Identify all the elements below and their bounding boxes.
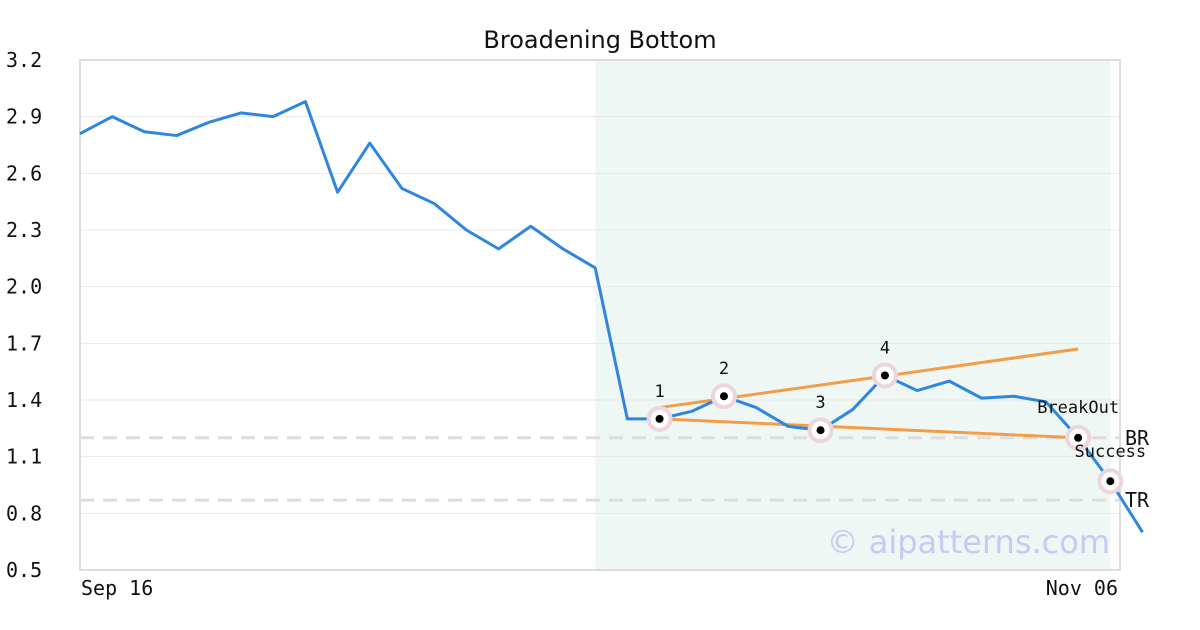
y-tick-label: 2.3: [6, 218, 42, 242]
watermark: © aipatterns.com: [827, 523, 1110, 561]
reference-lines: BR TR: [80, 426, 1150, 512]
pattern-point-label: Success: [1075, 442, 1147, 462]
pattern-point-3: 3: [807, 393, 834, 444]
y-tick-label: 2.0: [6, 275, 42, 299]
pattern-point-4: 4: [871, 338, 898, 389]
pattern-point-dot: [880, 371, 889, 380]
x-tick-label: Nov 06: [1046, 576, 1118, 600]
pattern-point-breakout: BreakOut: [1037, 398, 1119, 451]
x-tick-label: Sep 16: [81, 576, 153, 600]
pattern-point-label: 3: [815, 393, 825, 413]
chart-title: Broadening Bottom: [483, 26, 716, 54]
plot-frame: [79, 59, 1121, 571]
pattern-point-label: 4: [880, 338, 890, 358]
chart-highlight-zone: [595, 60, 1111, 570]
pattern-point-dot: [1074, 433, 1083, 442]
trendline-lower: [659, 417, 1079, 440]
pattern-point-success: Success: [1075, 442, 1147, 495]
pattern-point-label: 2: [719, 359, 729, 379]
pattern-point-label: BreakOut: [1037, 398, 1119, 418]
x-axis-ticks: Sep 16 Nov 06: [81, 576, 1118, 600]
reference-label-tr: TR: [1125, 488, 1150, 512]
y-tick-label: 1.4: [6, 388, 42, 412]
y-tick-label: 0.5: [6, 558, 42, 582]
pattern-point-label: 1: [654, 382, 664, 402]
y-tick-label: 1.1: [6, 445, 42, 469]
y-tick-label: 1.7: [6, 331, 42, 355]
y-axis-ticks: 3.2 2.9 2.6 2.3 2.0 1.7 1.4 1.1 0.8 0.5: [6, 48, 42, 582]
pattern-point-1: 1: [646, 382, 673, 432]
y-tick-label: 0.8: [6, 501, 42, 525]
reference-label-br: BR: [1125, 426, 1150, 450]
pattern-point-dot: [1106, 477, 1115, 486]
y-tick-label: 3.2: [6, 48, 42, 72]
pattern-points: 1 2 3 4 BreakOut Success: [646, 338, 1147, 495]
pattern-point-dot: [655, 414, 664, 423]
y-tick-label: 2.9: [6, 105, 42, 129]
pattern-point-dot: [816, 426, 825, 435]
pattern-point-dot: [719, 392, 728, 401]
y-tick-label: 2.6: [6, 161, 42, 185]
price-series-line: [79, 100, 1144, 534]
pattern-point-2: 2: [710, 359, 737, 410]
